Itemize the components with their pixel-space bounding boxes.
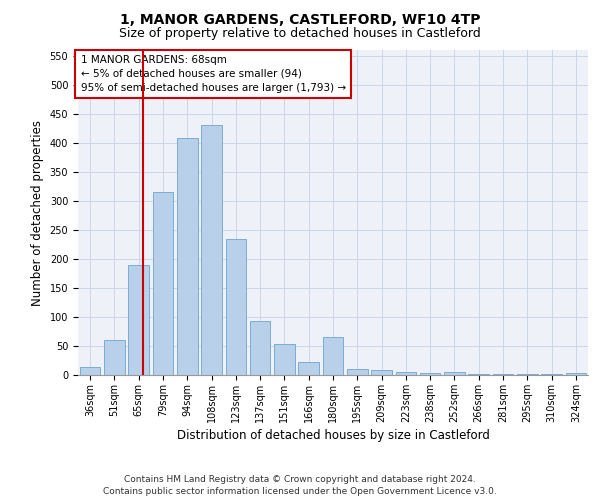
- Bar: [371, 370, 392, 375]
- Bar: [420, 372, 440, 375]
- Bar: [298, 362, 319, 375]
- Bar: [469, 374, 489, 375]
- Bar: [517, 374, 538, 375]
- Bar: [323, 338, 343, 375]
- Bar: [444, 372, 465, 375]
- Text: Size of property relative to detached houses in Castleford: Size of property relative to detached ho…: [119, 28, 481, 40]
- Bar: [566, 372, 586, 375]
- Bar: [128, 264, 149, 375]
- Bar: [152, 192, 173, 375]
- Bar: [177, 138, 197, 375]
- Y-axis label: Number of detached properties: Number of detached properties: [31, 120, 44, 306]
- Bar: [226, 239, 246, 375]
- Text: 1, MANOR GARDENS, CASTLEFORD, WF10 4TP: 1, MANOR GARDENS, CASTLEFORD, WF10 4TP: [120, 12, 480, 26]
- Bar: [104, 340, 125, 375]
- X-axis label: Distribution of detached houses by size in Castleford: Distribution of detached houses by size …: [176, 429, 490, 442]
- Bar: [493, 374, 514, 375]
- Bar: [201, 126, 222, 375]
- Text: Contains HM Land Registry data © Crown copyright and database right 2024.
Contai: Contains HM Land Registry data © Crown c…: [103, 474, 497, 496]
- Text: 1 MANOR GARDENS: 68sqm
← 5% of detached houses are smaller (94)
95% of semi-deta: 1 MANOR GARDENS: 68sqm ← 5% of detached …: [80, 55, 346, 93]
- Bar: [274, 344, 295, 375]
- Bar: [395, 372, 416, 375]
- Bar: [80, 368, 100, 375]
- Bar: [250, 321, 271, 375]
- Bar: [541, 374, 562, 375]
- Bar: [347, 369, 368, 375]
